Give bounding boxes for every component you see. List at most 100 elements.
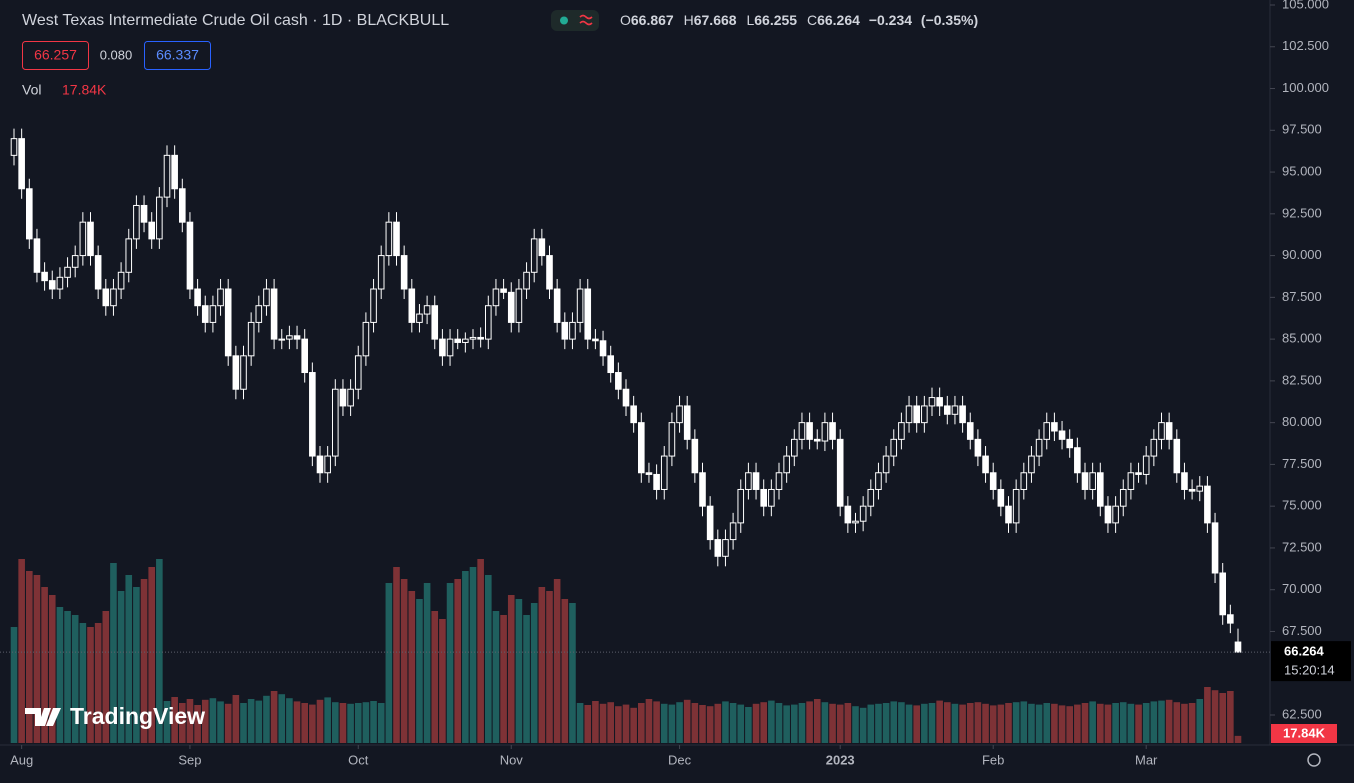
volume-bar bbox=[530, 603, 538, 743]
candle-body bbox=[836, 438, 844, 507]
candle-body bbox=[485, 305, 492, 340]
volume-bar bbox=[607, 702, 614, 743]
volume-bar bbox=[714, 703, 722, 743]
candle-body bbox=[1066, 438, 1074, 449]
volume-bar bbox=[699, 705, 706, 743]
candle-body bbox=[385, 221, 393, 257]
candle-body bbox=[798, 422, 806, 440]
volume-bar bbox=[569, 603, 576, 743]
volume-bar bbox=[538, 587, 546, 743]
candle-body bbox=[309, 372, 316, 457]
candle-body bbox=[966, 422, 974, 440]
volume-bar bbox=[377, 703, 385, 743]
candle-body bbox=[56, 276, 64, 290]
candle-body bbox=[844, 505, 852, 524]
volume-bar bbox=[951, 703, 959, 743]
candle-body bbox=[806, 422, 813, 440]
candle-body bbox=[829, 422, 836, 440]
volume-bar bbox=[745, 707, 752, 743]
volume-bar bbox=[1104, 704, 1112, 743]
candle-body bbox=[362, 321, 370, 357]
candle-body bbox=[224, 288, 232, 357]
candle-body bbox=[1089, 472, 1096, 490]
volume-bar bbox=[492, 611, 500, 743]
candle-body bbox=[553, 288, 561, 323]
volume-bar bbox=[125, 575, 133, 743]
volume-bar bbox=[1051, 703, 1058, 743]
volume-bar bbox=[775, 703, 783, 743]
candle-body bbox=[117, 271, 125, 290]
volume-bar bbox=[163, 701, 171, 743]
volume-bar bbox=[186, 699, 194, 743]
candle-body bbox=[928, 397, 936, 407]
candle-body bbox=[676, 405, 683, 424]
volume-bar bbox=[691, 703, 699, 743]
candle-body bbox=[247, 321, 255, 357]
volume-bar bbox=[653, 701, 660, 743]
candle-body bbox=[997, 488, 1005, 507]
candle-body bbox=[454, 338, 461, 343]
volume-bar bbox=[94, 623, 102, 743]
y-tick-label: 80.000 bbox=[1282, 414, 1322, 429]
settings-button[interactable] bbox=[1307, 753, 1321, 767]
volume-bar bbox=[1127, 703, 1135, 743]
candle-body bbox=[125, 238, 133, 273]
volume-bar bbox=[966, 703, 974, 743]
volume-bar bbox=[232, 695, 240, 743]
volume-bar bbox=[806, 701, 813, 743]
volume-bar bbox=[1165, 699, 1173, 743]
legend-key: L bbox=[746, 12, 754, 28]
y-tick-label: 70.000 bbox=[1282, 581, 1322, 596]
candle-body bbox=[1158, 422, 1165, 440]
volume-bar bbox=[469, 567, 477, 743]
candle-body bbox=[638, 422, 645, 474]
volume-bar bbox=[1028, 703, 1035, 743]
volume-bar bbox=[668, 704, 676, 743]
candle-body bbox=[209, 305, 217, 323]
candle-body bbox=[18, 138, 25, 190]
volume-bar bbox=[18, 559, 25, 743]
volume-bar bbox=[270, 691, 278, 743]
candle-body bbox=[94, 255, 102, 290]
x-tick-label: Mar bbox=[1135, 752, 1158, 767]
volume-axis-label: 17.84K bbox=[1283, 725, 1326, 740]
candle-body bbox=[87, 221, 94, 257]
candle-body bbox=[515, 288, 523, 323]
last-price-label: 66.264 bbox=[1284, 644, 1325, 659]
ohlc-legend: O66.867 H67.668 L66.255 C66.264 −0.234 (… bbox=[620, 12, 978, 28]
volume-bar bbox=[408, 591, 416, 743]
x-tick-label: Feb bbox=[982, 752, 1004, 767]
plot bbox=[10, 128, 1242, 743]
volume-bar bbox=[1150, 701, 1158, 743]
sell-button[interactable] bbox=[22, 41, 89, 70]
volume-bar bbox=[179, 703, 186, 743]
candle-body bbox=[959, 405, 966, 424]
volume-bar bbox=[852, 706, 859, 743]
candle-body bbox=[783, 455, 790, 474]
candle-body bbox=[737, 488, 745, 524]
volume-bar bbox=[928, 703, 936, 743]
candle-body bbox=[660, 455, 668, 490]
candle-body bbox=[232, 355, 240, 390]
candle-body bbox=[538, 238, 546, 257]
candle-body bbox=[982, 455, 989, 474]
volume-bar bbox=[523, 615, 530, 743]
candle-body bbox=[347, 388, 354, 407]
candle-body bbox=[1058, 430, 1066, 440]
volume-bar bbox=[439, 619, 446, 743]
legend-change-pct: (−0.35%) bbox=[921, 12, 978, 28]
candle-body bbox=[171, 154, 178, 190]
candle-body bbox=[316, 455, 324, 474]
legend-change: −0.234 bbox=[869, 12, 912, 28]
volume-bar bbox=[339, 703, 347, 743]
candle-body bbox=[339, 388, 347, 407]
legend-key: C bbox=[807, 12, 817, 28]
volume-bar bbox=[1158, 700, 1165, 743]
buy-button[interactable] bbox=[144, 41, 211, 70]
candle-body bbox=[332, 388, 339, 457]
candle-body bbox=[217, 288, 224, 307]
status-pill[interactable] bbox=[551, 10, 599, 31]
candle-body bbox=[913, 405, 921, 424]
volume-bar bbox=[224, 703, 232, 743]
volume-bar bbox=[362, 702, 370, 743]
